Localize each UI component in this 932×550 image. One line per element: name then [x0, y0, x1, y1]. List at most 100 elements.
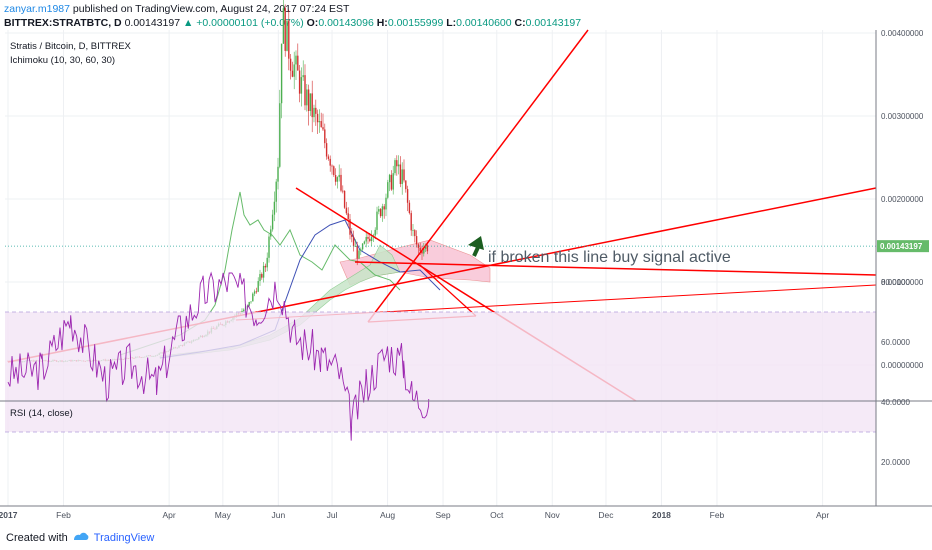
candle-body	[280, 43, 283, 104]
tradingview-brand[interactable]: TradingView	[93, 531, 155, 544]
candle-body	[385, 197, 387, 210]
candle-body	[313, 107, 315, 118]
candle-body	[311, 93, 313, 118]
candle-body	[331, 165, 333, 167]
time-tick-label: Feb	[56, 510, 71, 520]
candle-body	[379, 209, 382, 217]
candle-body	[288, 20, 290, 59]
candle-body	[315, 107, 317, 114]
candle-body	[306, 89, 308, 106]
candle-body	[259, 274, 261, 282]
candle-body	[415, 236, 418, 245]
time-tick-label: Jul	[327, 510, 338, 520]
candle-body	[392, 173, 394, 190]
candle-body	[408, 202, 411, 214]
candle-body	[302, 75, 304, 78]
candle-body	[426, 245, 429, 252]
annotation-arrow-icon	[468, 236, 484, 257]
candle-body	[293, 64, 295, 77]
candle-body	[275, 181, 277, 202]
time-tick-label: May	[215, 510, 232, 520]
trendline-flat	[354, 261, 877, 276]
candle-body	[390, 174, 393, 190]
chart-title: Stratis / Bitcoin, D, BITTREX	[10, 41, 132, 52]
candle-body	[322, 127, 324, 130]
candle-body	[307, 89, 310, 112]
candle-body	[374, 229, 376, 236]
candle-body	[376, 211, 378, 230]
trendline-steep	[367, 29, 589, 323]
candle-body	[324, 129, 326, 144]
time-tick-label: Feb	[710, 510, 725, 520]
candle-body	[383, 206, 385, 210]
candle-body	[316, 113, 319, 123]
candle-body	[394, 160, 396, 174]
candle-body	[423, 248, 425, 254]
chart-area[interactable]: 0.007000000.005000000.004000000.00300000…	[0, 0, 932, 530]
candle-body	[300, 77, 303, 94]
candle-body	[419, 247, 421, 252]
candle-body	[325, 143, 328, 157]
open-label: O:	[306, 17, 319, 29]
price-tick-label: 0.00400000	[881, 29, 924, 38]
time-tick-label: Apr	[816, 510, 829, 520]
candle-body	[289, 58, 292, 71]
candle-body	[414, 230, 416, 237]
candle-body	[363, 241, 366, 244]
candle-body	[356, 246, 358, 259]
candle-body	[349, 219, 351, 235]
candle-body	[284, 8, 286, 51]
axes: 0.007000000.005000000.004000000.00300000…	[0, 29, 932, 520]
candle-body	[369, 238, 371, 241]
candle-body	[396, 160, 398, 167]
candle-body	[257, 281, 259, 292]
time-tick-label: Apr	[163, 510, 176, 520]
last-price-badge-bg	[877, 240, 929, 253]
candle-body	[309, 93, 312, 112]
candle-body	[327, 156, 330, 159]
trendline-cloud	[419, 264, 477, 317]
candle-body	[277, 166, 279, 182]
last-price-badge: 0.00143197	[880, 242, 923, 251]
candle-body	[340, 174, 342, 191]
last-price: 0.00143197	[124, 17, 181, 29]
candle-body	[243, 309, 245, 312]
rsi-tick-label: 40.0000	[881, 398, 910, 407]
candle-body	[360, 249, 362, 251]
published-text: published on TradingView.com, August 24,…	[72, 3, 350, 15]
candle-body	[338, 174, 340, 178]
candle-body	[266, 257, 268, 268]
time-tick-label: Aug	[380, 510, 395, 520]
indicator-label: Ichimoku (10, 30, 60, 30)	[10, 55, 115, 66]
symbol-info: BITTREX:STRATBTC, D 0.00143197 ▲ +0.0000…	[4, 17, 581, 29]
candle-body	[264, 265, 267, 268]
candle-body	[388, 174, 391, 183]
candle-body	[358, 250, 360, 259]
candle-body	[282, 8, 285, 44]
footer: Created with TradingView	[6, 530, 154, 545]
candle-body	[334, 175, 337, 182]
high-value: 0.00155999	[387, 17, 444, 29]
time-tick-label: Nov	[545, 510, 561, 520]
low-label: L:	[446, 17, 457, 29]
candle-body	[255, 291, 258, 293]
candle-body	[347, 213, 349, 220]
candle-body	[286, 20, 288, 51]
low-value: 0.00140600	[456, 17, 512, 29]
candle-body	[320, 121, 322, 128]
rsi-tick-label: 80.0000	[881, 278, 910, 287]
candle-body	[367, 236, 369, 239]
candle-body	[271, 214, 274, 230]
candle-body	[248, 302, 250, 306]
candle-body	[333, 166, 335, 176]
candle-body	[401, 169, 403, 185]
close-label: C:	[514, 17, 526, 29]
candle-body	[412, 230, 414, 231]
author-link[interactable]: zanyar.m1987	[4, 3, 70, 15]
candle-body	[345, 207, 348, 214]
symbol-name: BITTREX:STRATBTC, D	[4, 17, 122, 29]
candle-body	[268, 236, 270, 258]
chikou-span	[119, 191, 401, 356]
candle-body	[410, 213, 412, 231]
rsi-tick-label: 60.0000	[881, 338, 910, 347]
